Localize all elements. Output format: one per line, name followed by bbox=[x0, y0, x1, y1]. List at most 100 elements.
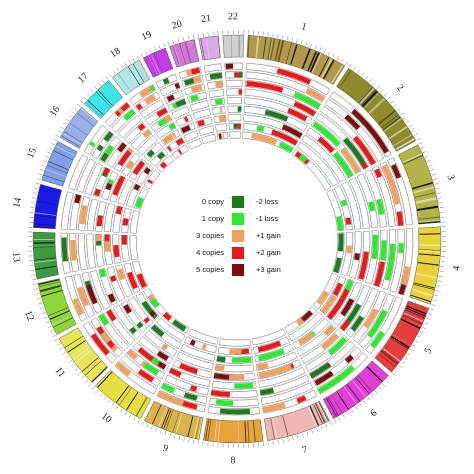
cytoband bbox=[412, 182, 433, 189]
ideogram-tick bbox=[340, 58, 344, 63]
cytoband bbox=[252, 420, 256, 442]
copy-number-track bbox=[171, 106, 190, 120]
cn-segment bbox=[169, 367, 182, 378]
ideogram-tick bbox=[383, 93, 387, 97]
cn-segment bbox=[102, 167, 111, 176]
cn-segment bbox=[344, 354, 354, 364]
cn-segment bbox=[238, 72, 243, 78]
ideogram-tick bbox=[431, 173, 436, 176]
cn-segment bbox=[132, 160, 146, 176]
cytoband bbox=[368, 97, 385, 114]
ideogram-chr9 bbox=[144, 400, 204, 440]
ideogram-tick bbox=[320, 425, 323, 430]
ideogram-tick bbox=[277, 34, 279, 39]
cn-segment bbox=[398, 243, 404, 254]
cn-segment bbox=[340, 319, 351, 332]
cn-segment bbox=[276, 68, 312, 85]
cn-segment bbox=[343, 137, 366, 165]
cn-segment bbox=[358, 251, 369, 280]
cn-segment bbox=[396, 211, 404, 226]
cn-segment bbox=[333, 257, 342, 274]
cn-segment bbox=[246, 81, 284, 93]
cytoband bbox=[315, 403, 326, 423]
cytoband bbox=[40, 285, 61, 292]
cn-segment bbox=[367, 309, 388, 339]
cn-segment bbox=[296, 395, 307, 404]
ideogram-tick bbox=[159, 429, 162, 434]
ideogram-chr3 bbox=[398, 144, 441, 225]
ideogram-chr20 bbox=[169, 39, 200, 68]
cytoband bbox=[392, 334, 411, 346]
cytoband bbox=[55, 145, 75, 156]
cytoband bbox=[67, 340, 86, 353]
cn-segment bbox=[129, 326, 137, 335]
ideogram-tick bbox=[325, 423, 328, 428]
cytoband bbox=[197, 418, 203, 439]
chromosome-label: 19 bbox=[140, 29, 154, 43]
ideogram-tick bbox=[81, 375, 85, 379]
cn-segment bbox=[197, 119, 205, 127]
cn-segment bbox=[79, 204, 88, 225]
cn-segment bbox=[215, 81, 223, 88]
cytoband bbox=[45, 169, 66, 177]
ideogram-tick bbox=[439, 207, 444, 209]
cytoband bbox=[231, 35, 233, 57]
ideogram-tick bbox=[415, 340, 419, 343]
copy-number-track bbox=[175, 114, 193, 127]
ideogram-tick bbox=[342, 414, 346, 419]
ideogram-tick bbox=[401, 360, 405, 364]
cn-segment bbox=[180, 124, 191, 134]
ideogram-tick bbox=[411, 129, 416, 132]
cytoband bbox=[327, 397, 339, 416]
cytoband bbox=[85, 102, 102, 118]
ideogram-tick bbox=[38, 173, 43, 176]
cn-segment bbox=[340, 147, 361, 174]
cn-segment bbox=[256, 125, 265, 132]
cytoband bbox=[395, 138, 415, 150]
cytoband bbox=[43, 174, 64, 183]
ideogram-tick bbox=[369, 79, 372, 83]
cn-segment bbox=[281, 124, 303, 139]
ideogram-tick bbox=[311, 429, 314, 434]
cn-segment bbox=[167, 146, 172, 152]
cytoband bbox=[413, 186, 435, 194]
ideogram-tick bbox=[43, 160, 48, 163]
chromosome-label: 8 bbox=[230, 455, 235, 466]
cytoband bbox=[361, 89, 376, 106]
cn-segment bbox=[146, 149, 155, 158]
ideogram-tick bbox=[193, 34, 195, 39]
ideogram-tick bbox=[91, 386, 95, 390]
ideogram-tick bbox=[380, 89, 384, 93]
ideogram-tick bbox=[101, 79, 105, 83]
cytoband bbox=[414, 192, 436, 198]
ideogram-tick bbox=[71, 364, 75, 367]
ideogram-tick bbox=[128, 60, 131, 64]
cn-segment bbox=[219, 107, 223, 113]
ideogram-tick bbox=[29, 264, 34, 266]
cytoband bbox=[135, 397, 147, 416]
legend-right-label: +1 gain bbox=[256, 231, 281, 240]
ideogram-tick bbox=[351, 409, 354, 413]
ideogram-tick bbox=[272, 440, 274, 445]
cytoband bbox=[150, 54, 160, 74]
chromosome-label: 18 bbox=[108, 46, 122, 61]
cn-segment bbox=[368, 201, 376, 212]
ideogram-tick bbox=[71, 111, 75, 114]
cn-segment bbox=[215, 364, 225, 371]
ideogram-tick bbox=[372, 82, 376, 86]
cn-segment bbox=[104, 241, 111, 252]
cn-segment bbox=[144, 94, 156, 105]
cytoband bbox=[33, 241, 55, 243]
cn-segment bbox=[328, 336, 348, 356]
cytoband bbox=[418, 220, 440, 224]
cytoband bbox=[200, 38, 205, 60]
copy-number-track bbox=[187, 138, 202, 150]
cn-segment bbox=[238, 89, 242, 95]
cytoband bbox=[416, 273, 437, 279]
copy-number-track bbox=[258, 367, 306, 388]
cytoband bbox=[69, 122, 88, 136]
copy-number-track bbox=[329, 91, 392, 158]
cn-segment bbox=[89, 141, 96, 148]
cytoband bbox=[64, 131, 83, 143]
ideogram-tick bbox=[55, 134, 60, 138]
